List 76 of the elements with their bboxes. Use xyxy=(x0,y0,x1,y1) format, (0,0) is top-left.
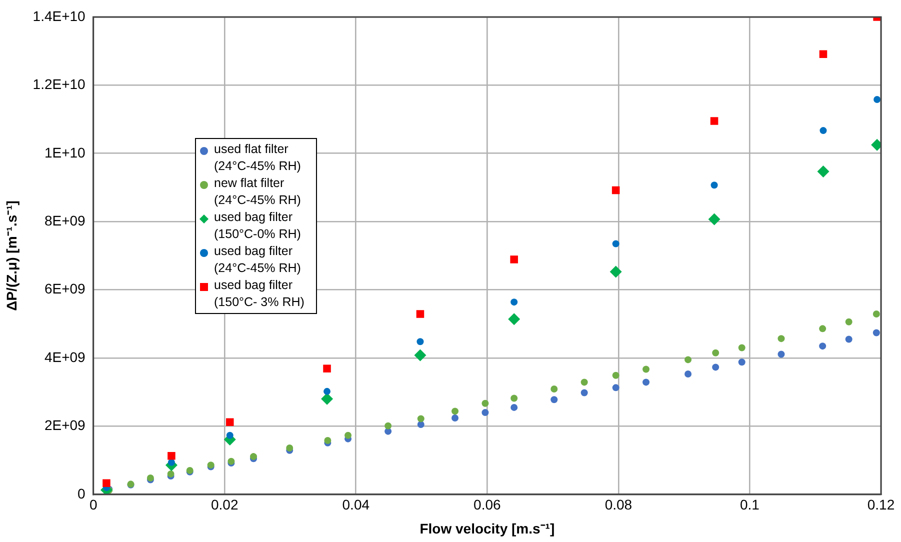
point xyxy=(416,338,424,346)
point xyxy=(414,349,426,362)
point xyxy=(874,96,881,104)
x-tick-label: 0.04 xyxy=(342,496,370,513)
y-tick-label: 1.4E+10 xyxy=(32,8,86,24)
point xyxy=(872,310,880,318)
point xyxy=(778,335,785,342)
point xyxy=(226,432,234,439)
point xyxy=(324,388,331,395)
point xyxy=(580,389,588,396)
point xyxy=(510,394,518,402)
point xyxy=(845,336,852,343)
x-tick-label: 0.02 xyxy=(211,496,238,513)
point xyxy=(452,414,459,422)
point xyxy=(712,349,720,356)
x-axis-title: Flow velocity [m.s⁻¹] xyxy=(420,520,555,536)
y-tick-label: 6E+09 xyxy=(44,280,86,297)
point xyxy=(417,420,424,428)
point xyxy=(482,409,489,416)
y-axis-title: ΔP/(Z.μ) [m⁻¹.s⁻¹] xyxy=(3,200,20,311)
y-tick-label: 1.2E+10 xyxy=(32,76,86,92)
legend-label: used flat filter (24°C-45% RH) xyxy=(214,141,302,175)
point xyxy=(323,364,331,372)
y-tick-label: 0 xyxy=(78,485,86,502)
x-tick-label: 0.08 xyxy=(604,496,632,513)
legend-label: new flat filter (24°C-45% RH) xyxy=(214,175,302,209)
point xyxy=(684,370,692,378)
point xyxy=(817,165,830,178)
point xyxy=(102,479,110,488)
point xyxy=(708,213,720,226)
point xyxy=(712,364,720,371)
point xyxy=(710,117,718,125)
point xyxy=(642,378,650,386)
point xyxy=(226,418,234,426)
y-tick-label: 1E+10 xyxy=(44,144,86,160)
point xyxy=(510,256,518,264)
point xyxy=(344,432,352,439)
point xyxy=(452,408,459,415)
x-tick-label: 0.1 xyxy=(740,496,760,513)
point xyxy=(417,415,424,422)
point xyxy=(384,422,392,430)
x-tick-label: 0.06 xyxy=(474,496,502,513)
point xyxy=(550,386,558,393)
legend-label: used bag filter (150°C- 3% RH) xyxy=(214,277,306,311)
point xyxy=(510,298,518,306)
point xyxy=(580,378,588,386)
legend-label: used bag filter (150°C-0% RH) xyxy=(214,209,302,243)
y-tick-label: 8E+09 xyxy=(44,212,86,228)
point xyxy=(508,313,520,326)
point xyxy=(550,396,558,404)
point xyxy=(820,127,827,134)
point xyxy=(738,344,746,352)
point xyxy=(738,358,746,366)
point xyxy=(482,400,489,407)
point xyxy=(819,325,826,332)
point xyxy=(612,384,620,392)
y-tick-label: 4E+09 xyxy=(44,348,86,365)
point xyxy=(612,240,620,248)
point xyxy=(778,350,785,358)
x-tick-label: 0 xyxy=(89,496,98,513)
point xyxy=(819,50,828,58)
legend-label: used bag filter (24°C-45% RH) xyxy=(214,243,302,277)
point xyxy=(168,452,176,460)
y-tick-label: 2E+09 xyxy=(44,417,86,434)
x-tick-label: 0.12 xyxy=(867,496,895,513)
point xyxy=(872,329,880,336)
point xyxy=(510,404,518,411)
point xyxy=(819,342,826,350)
point xyxy=(610,266,622,278)
point xyxy=(642,366,650,373)
point xyxy=(845,318,852,326)
point xyxy=(684,356,692,364)
point xyxy=(612,186,620,194)
point xyxy=(710,182,718,189)
point xyxy=(612,372,620,379)
point xyxy=(416,310,424,318)
